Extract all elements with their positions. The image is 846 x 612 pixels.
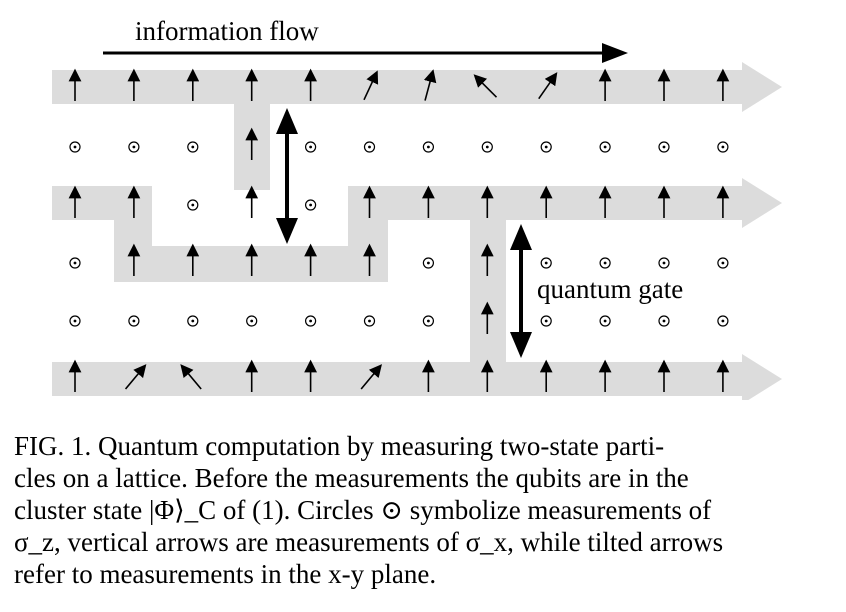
sigma-z-measurement-circle — [187, 199, 199, 211]
double-arrow-upper — [276, 108, 298, 244]
sigma-z-measurement-circle — [128, 141, 140, 153]
xy-plane-measurement-arrow — [473, 74, 498, 98]
sigma-z-measurement-circle — [187, 141, 199, 153]
caption-line: FIG. 1. Quantum computation by measuring… — [14, 431, 665, 461]
sigma-z-measurement-circle — [187, 315, 199, 327]
sigma-z-measurement-circle — [305, 199, 317, 211]
lattice-diagram — [52, 43, 782, 404]
sigma-z-measurement-circle — [540, 141, 552, 153]
sigma-z-measurement-circle — [305, 315, 317, 327]
sigma-z-measurement-circle — [69, 257, 81, 269]
caption-line: cles on a lattice. Before the measuremen… — [14, 463, 689, 493]
xy-plane-measurement-arrow — [180, 364, 202, 390]
wire-paths — [52, 62, 782, 404]
sigma-z-measurement-circle — [717, 315, 729, 327]
sigma-z-measurement-circle — [422, 315, 434, 327]
sigma-z-measurement-circle — [599, 141, 611, 153]
sigma-z-measurement-circle — [128, 315, 140, 327]
sigma-z-measurement-circle — [540, 315, 552, 327]
sigma-z-measurement-circle — [481, 141, 493, 153]
sigma-z-measurement-circle — [69, 315, 81, 327]
sigma-z-measurement-circle — [246, 315, 258, 327]
sigma-z-measurement-circle — [422, 257, 434, 269]
sigma-z-measurement-circle — [658, 141, 670, 153]
xy-plane-measurement-arrow — [538, 72, 558, 100]
information-flow-arrow — [103, 43, 628, 63]
information-flow-label: information flow — [135, 16, 319, 46]
caption-line: σ_z, vertical arrows are measurements of… — [14, 527, 724, 557]
xy-plane-measurement-arrow — [423, 69, 437, 101]
caption-line: cluster state |Φ⟩_C of (1). Circles ⊙ sy… — [14, 495, 712, 525]
sigma-z-measurement-circle — [363, 141, 376, 153]
sigma-z-measurement-circle — [540, 257, 552, 269]
sigma-z-measurement-circle — [599, 315, 611, 327]
figure-1: information flow quantum gate — [52, 16, 782, 404]
sigma-z-measurement-circle — [717, 141, 729, 153]
xy-plane-measurement-arrow — [360, 364, 382, 390]
double-arrow-gate — [510, 224, 532, 358]
xy-plane-measurement-arrow — [363, 70, 379, 101]
sigma-z-measurement-circle — [363, 315, 376, 327]
quantum-gate-label: quantum gate — [537, 274, 684, 304]
caption-line: refer to measurements in the x-y plane. — [14, 559, 437, 589]
sigma-z-measurement-circle — [658, 315, 670, 327]
sigma-z-measurement-circle — [658, 257, 670, 269]
lattice-sites — [68, 68, 730, 392]
xy-plane-measurement-arrow — [124, 364, 147, 390]
sigma-z-measurement-circle — [69, 141, 81, 153]
sigma-z-measurement-circle — [599, 257, 611, 269]
sigma-z-measurement-circle — [305, 141, 317, 153]
sigma-z-measurement-circle — [422, 141, 434, 153]
sigma-z-measurement-circle — [717, 257, 729, 269]
figure-caption: FIG. 1. Quantum computation by measuring… — [14, 430, 814, 590]
